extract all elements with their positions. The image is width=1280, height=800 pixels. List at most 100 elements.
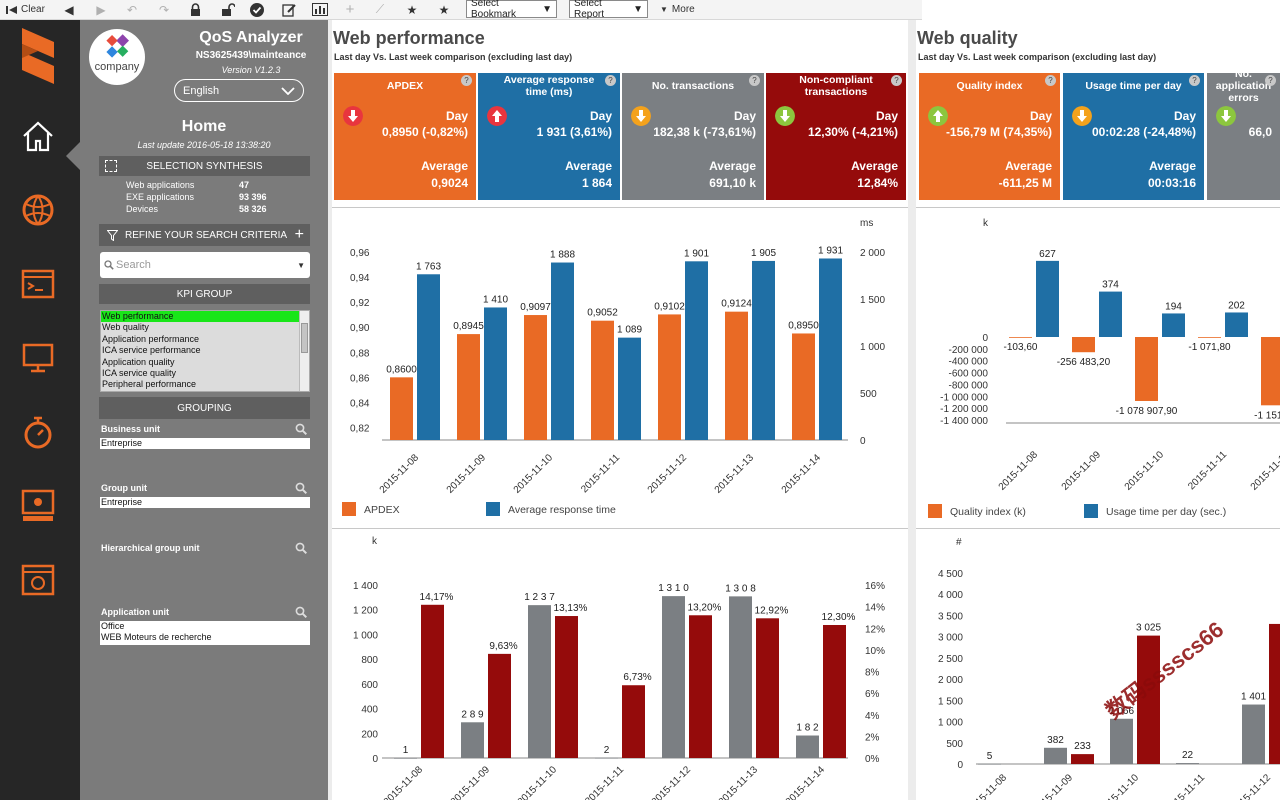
- list-item[interactable]: Application performance: [102, 333, 200, 344]
- stopwatch-icon[interactable]: [18, 412, 58, 452]
- data-label: 0,9097: [520, 302, 551, 313]
- business-unit-label: Business unit: [101, 424, 161, 434]
- undo-icon[interactable]: ↶: [126, 2, 138, 17]
- kpi-tile[interactable]: Average response time (ms)? Day 1 931 (3,6…: [478, 73, 620, 200]
- data-label: 22: [1182, 750, 1194, 761]
- kpi-tile[interactable]: APDEX? Day 0,8950 (-0,82%) Average 0,9024: [334, 73, 476, 200]
- search-icon: [104, 260, 114, 270]
- quality-usage-chart: 0-200 000-400 000-600 000-800 000-1 000 …: [916, 210, 1280, 526]
- help-icon[interactable]: ?: [891, 75, 902, 86]
- business-unit-value[interactable]: Entreprise: [100, 438, 310, 449]
- search-icon[interactable]: [295, 542, 307, 554]
- x-tick-label: 2015-11-09: [449, 764, 493, 800]
- plus-icon[interactable]: +: [294, 226, 304, 243]
- list-item[interactable]: Web quality: [102, 322, 149, 333]
- kpi-average-value: 0,9024: [431, 176, 468, 190]
- server-gear-icon[interactable]: [18, 486, 58, 526]
- dropdown-arrow-icon: ▼: [542, 3, 552, 15]
- arrow-up-icon: [487, 106, 507, 126]
- data-label: 5: [987, 751, 993, 762]
- y-tick-label: 0,84: [350, 398, 370, 409]
- monitor-icon[interactable]: [18, 338, 58, 378]
- list-item[interactable]: ICA service performance: [102, 345, 201, 356]
- bookmark-add-icon[interactable]: ★: [406, 2, 418, 17]
- search-icon[interactable]: [295, 606, 307, 618]
- help-icon[interactable]: ?: [605, 75, 616, 86]
- back-icon[interactable]: ◀: [64, 2, 74, 17]
- bar-non-compliant-transactions: [488, 653, 511, 758]
- kpi-tile[interactable]: Usage time per day? Day 00:02:28 (-24,48%)…: [1063, 73, 1204, 200]
- window-clock-icon[interactable]: [18, 560, 58, 600]
- kpi-day-label: Day: [733, 109, 756, 123]
- kpi-day-value: 182,38 k (-73,61%): [653, 125, 756, 139]
- select-report[interactable]: Select Report ▼: [569, 0, 648, 20]
- lock-icon[interactable]: [188, 1, 202, 18]
- search-dropdown-icon[interactable]: ▼: [297, 260, 305, 270]
- more-arrow-icon: ▼: [660, 5, 668, 14]
- list-item[interactable]: WEB Moteurs de recherche: [101, 632, 212, 642]
- list-item[interactable]: Peripheral performance: [102, 379, 197, 390]
- kpi-tile[interactable]: No. application errors? 66,0: [1207, 73, 1280, 200]
- web-globe-icon[interactable]: [18, 190, 58, 230]
- forward-icon[interactable]: ▶: [96, 2, 106, 17]
- help-icon[interactable]: ?: [1189, 75, 1200, 86]
- more-button[interactable]: ▼ More: [660, 4, 695, 15]
- transactions-chart: 0 200 400 600 800 1 000 1 200 1 400 k 0% 2% 4% 6% 8% 1…: [332, 532, 908, 800]
- kpi-tile[interactable]: Quality index? Day -156,79 M (74,35%) Avera…: [919, 73, 1060, 200]
- home-icon[interactable]: [18, 116, 58, 156]
- kpi-list-scrollbar[interactable]: [299, 311, 309, 391]
- unlock-icon[interactable]: [220, 1, 236, 18]
- list-item[interactable]: ICA service quality: [102, 367, 177, 378]
- stat-devices: Devices 58 326: [126, 204, 267, 214]
- edit-icon[interactable]: [281, 1, 297, 18]
- add-icon[interactable]: +: [345, 1, 355, 18]
- help-icon[interactable]: ?: [749, 75, 760, 86]
- kpi-day-label: Day: [1029, 109, 1052, 123]
- bar-gray: [1176, 763, 1199, 764]
- bar-non-compliant-transactions: [555, 616, 578, 758]
- y-tick-label: -200 000: [949, 345, 989, 356]
- active-pointer: [66, 142, 80, 170]
- data-label: 1 888: [550, 250, 575, 261]
- group-unit-value[interactable]: Entreprise: [100, 497, 310, 508]
- select-bookmark[interactable]: Select Bookmark ▼: [466, 0, 557, 20]
- list-item[interactable]: Application quality: [102, 356, 175, 367]
- kpi-average-value: 12,84%: [857, 176, 898, 190]
- kpi-tile[interactable]: No. transactions? Day 182,38 k (-73,61%) Av…: [622, 73, 764, 200]
- y-tick-label: 3 000: [938, 633, 963, 644]
- y-tick-label: 0,92: [350, 298, 370, 309]
- search-icon[interactable]: [295, 482, 307, 494]
- bar-quality-index-k-: [1198, 337, 1221, 338]
- help-icon[interactable]: ?: [461, 75, 472, 86]
- x-tick-label: 2015-11-11: [1164, 772, 1207, 800]
- data-label: 0,9052: [587, 308, 618, 319]
- help-icon[interactable]: ?: [1045, 75, 1056, 86]
- console-icon[interactable]: [18, 264, 58, 304]
- application-unit-values[interactable]: Office WEB Moteurs de recherche: [100, 621, 310, 645]
- kpi-group-header: KPI GROUP: [99, 284, 310, 304]
- help-icon[interactable]: ?: [1265, 75, 1276, 86]
- kpi-group-list[interactable]: Web performance Web quality Application …: [100, 310, 310, 392]
- company-logo-icon: [106, 34, 130, 58]
- clear-button[interactable]: Clear: [6, 1, 50, 18]
- check-icon[interactable]: [249, 1, 265, 18]
- list-item[interactable]: Web performance: [101, 311, 299, 323]
- refine-search-header[interactable]: REFINE YOUR SEARCH CRITERIA +: [99, 224, 310, 246]
- search-input[interactable]: Search ▼: [100, 252, 310, 278]
- search-icon[interactable]: [295, 423, 307, 435]
- redo-icon[interactable]: ↷: [158, 2, 170, 17]
- language-select[interactable]: English: [174, 79, 304, 102]
- data-label: 6,73%: [623, 672, 651, 683]
- y-tick-label: 2 500: [938, 654, 963, 665]
- data-label: 1 3 0 8: [725, 583, 756, 594]
- selection-icon: [105, 160, 117, 172]
- y2-tick-label: 500: [860, 389, 877, 400]
- bookmark-icon[interactable]: ★: [438, 2, 450, 17]
- x-tick-label: 2015-11-12: [646, 452, 690, 496]
- chart-icon[interactable]: [311, 1, 329, 18]
- kpi-tile[interactable]: Non-compliant transactions? Day 12,30% (-4…: [766, 73, 906, 200]
- wand-icon[interactable]: ⟋: [375, 2, 385, 16]
- x-tick-label: 2015-11-10: [1098, 772, 1142, 800]
- selection-synthesis-header[interactable]: SELECTION SYNTHESIS: [99, 156, 310, 176]
- list-item[interactable]: Office: [101, 621, 125, 631]
